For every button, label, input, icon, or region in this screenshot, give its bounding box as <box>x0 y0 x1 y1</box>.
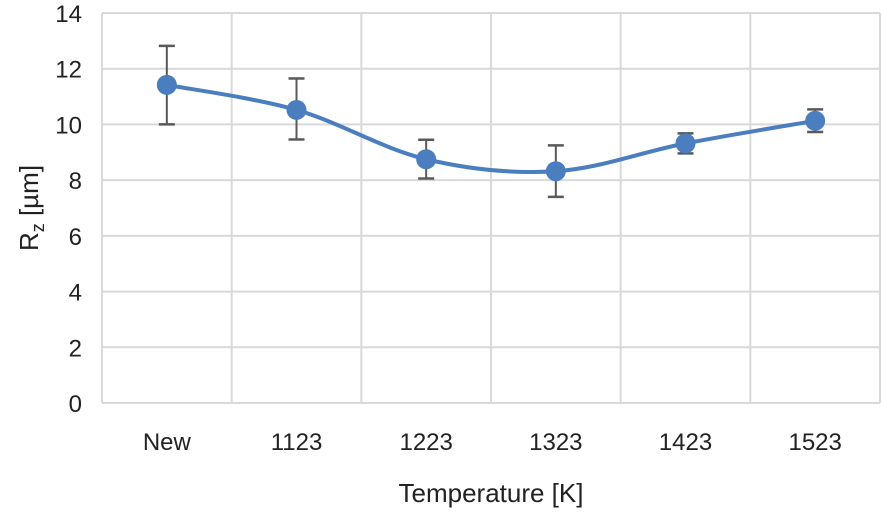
series <box>156 44 826 199</box>
y-tick-label: 0 <box>69 391 82 418</box>
y-tick-label: 2 <box>69 335 82 362</box>
y-tick-labels: 0 2 4 6 8 10 12 14 <box>55 1 82 418</box>
y-tick-label: 14 <box>55 1 82 28</box>
x-tick-labels: New 1123 1223 1323 1423 1523 <box>143 429 842 456</box>
x-axis-label: Temperature [K] <box>399 478 584 508</box>
x-tick-label: 1223 <box>399 429 452 456</box>
x-tick-label: New <box>143 429 192 456</box>
data-point <box>805 110 826 131</box>
y-tick-label: 12 <box>55 57 82 84</box>
x-tick-label: 1423 <box>659 429 712 456</box>
data-point <box>156 74 177 95</box>
x-tick-label: 1323 <box>529 429 582 456</box>
y-tick-label: 10 <box>55 112 82 139</box>
data-point <box>545 161 566 182</box>
y-axis-label: Rz [µm] <box>14 165 48 251</box>
data-point <box>286 99 307 120</box>
data-point <box>416 149 437 170</box>
y-tick-label: 4 <box>69 280 82 307</box>
data-point <box>675 133 696 154</box>
x-tick-label: 1123 <box>271 429 323 456</box>
x-tick-label: 1523 <box>788 429 841 456</box>
y-tick-label: 6 <box>69 224 82 251</box>
series-line <box>166 82 816 174</box>
grid <box>101 12 881 404</box>
y-tick-label: 8 <box>69 168 82 195</box>
